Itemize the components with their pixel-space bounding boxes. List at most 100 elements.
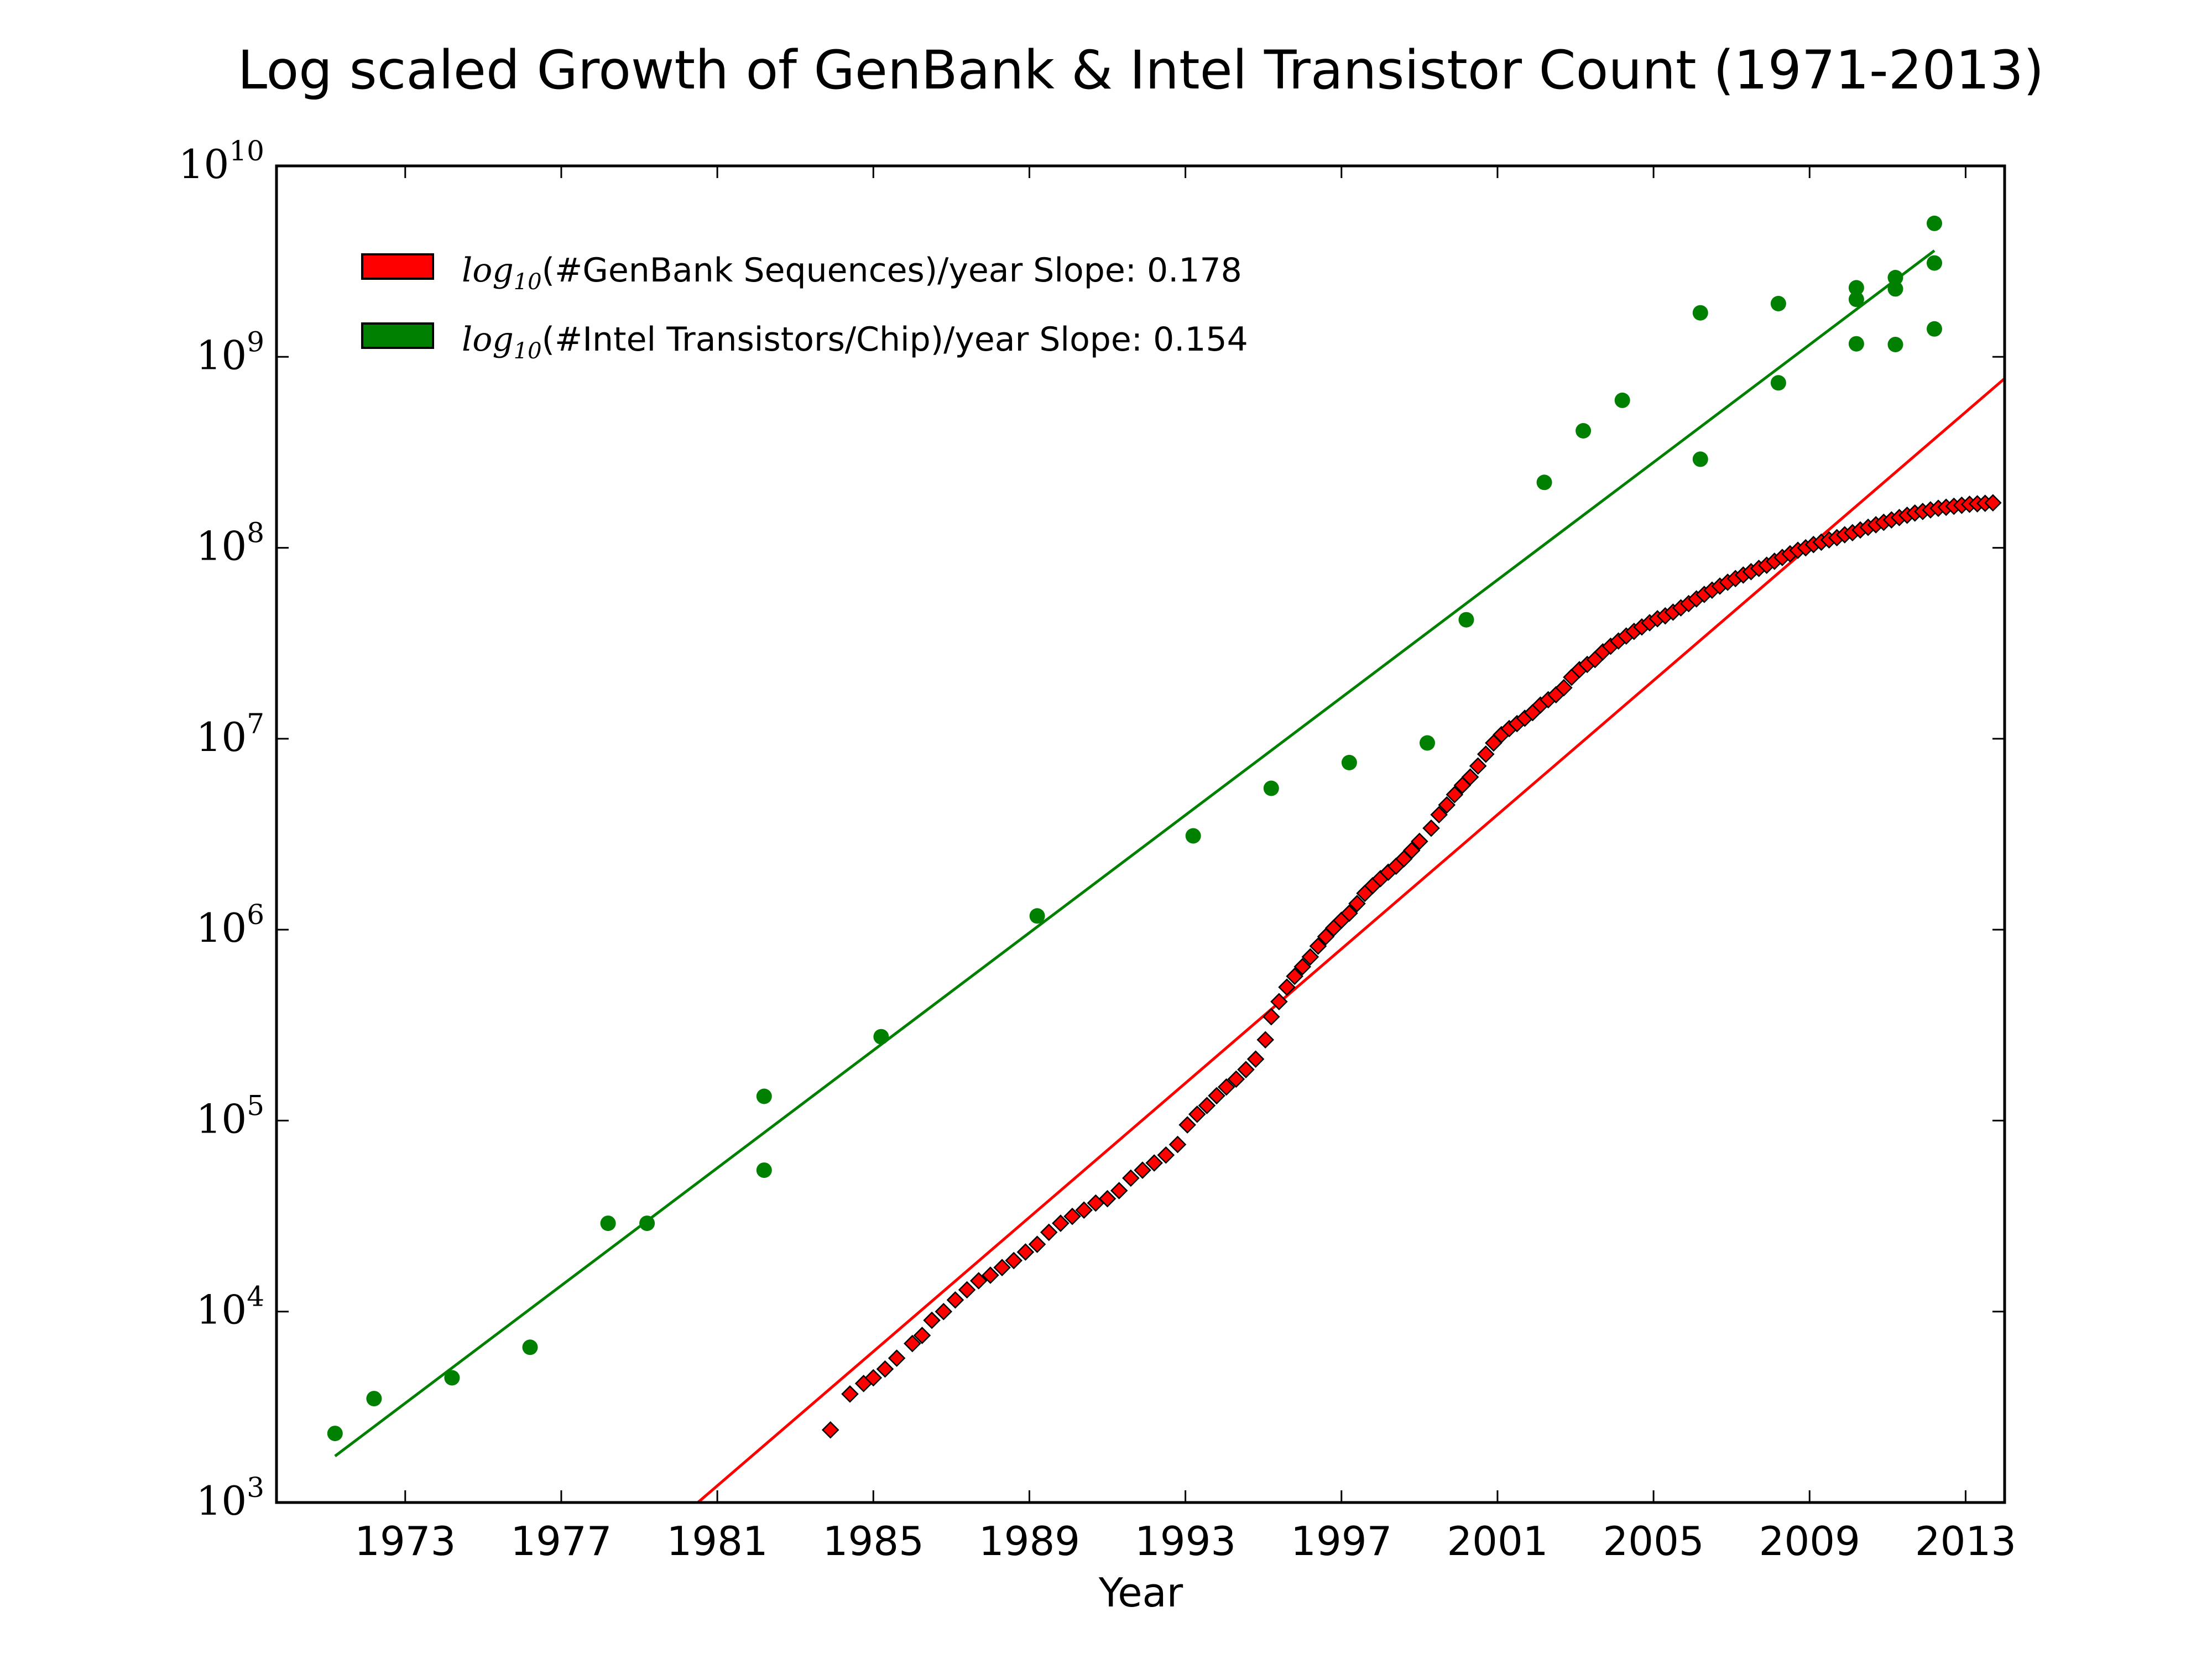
data-point-series-1-17 — [1614, 392, 1630, 408]
data-point-series-1-23 — [1848, 291, 1864, 307]
data-point-series-0-38 — [1256, 1031, 1275, 1049]
data-point-series-0-27 — [1145, 1154, 1163, 1172]
y-tick-label-4: 107 — [196, 708, 264, 760]
data-point-series-0-42 — [1286, 967, 1303, 985]
x-tick-label-3: 1985 — [823, 1518, 924, 1564]
data-point-series-1-0 — [327, 1426, 343, 1442]
data-point-series-1-24 — [1848, 336, 1864, 352]
y-tick-label-3: 106 — [196, 899, 264, 951]
data-point-series-0-5 — [888, 1349, 906, 1367]
data-point-series-1-13 — [1420, 735, 1435, 751]
y-tick-label-0: 103 — [196, 1472, 264, 1524]
data-point-series-0-31 — [1188, 1105, 1206, 1123]
data-point-series-0-39 — [1262, 1008, 1280, 1026]
data-point-series-0-0 — [821, 1421, 839, 1439]
data-point-series-0-58 — [1411, 832, 1428, 851]
data-point-series-1-3 — [522, 1339, 538, 1355]
data-point-series-1-1 — [366, 1391, 382, 1407]
fit-lines — [334, 249, 2005, 1503]
data-point-series-1-12 — [1341, 755, 1357, 770]
data-point-series-0-1 — [841, 1385, 859, 1403]
data-point-series-0-50 — [1348, 895, 1366, 912]
plot-area — [276, 166, 2005, 1503]
data-point-series-0-35 — [1227, 1070, 1245, 1088]
data-point-series-0-34 — [1217, 1078, 1235, 1096]
data-point-series-0-43 — [1293, 958, 1312, 975]
data-point-series-1-4 — [600, 1215, 616, 1232]
fit-line-series-0 — [697, 377, 2005, 1503]
data-point-series-1-27 — [1887, 337, 1903, 352]
data-point-series-0-13 — [982, 1266, 999, 1284]
data-point-series-0-60 — [1430, 806, 1448, 824]
data-point-series-0-62 — [1446, 786, 1464, 804]
data-point-series-0-36 — [1237, 1061, 1255, 1078]
data-point-series-0-44 — [1301, 948, 1319, 966]
data-point-series-0-16 — [1016, 1243, 1035, 1261]
x-tick-label-2: 1981 — [667, 1518, 768, 1564]
data-point-series-0-61 — [1438, 796, 1456, 814]
x-tick-label-7: 2001 — [1447, 1518, 1548, 1564]
data-point-series-0-76 — [1555, 679, 1573, 697]
data-point-series-1-7 — [756, 1162, 772, 1178]
data-point-series-0-49 — [1340, 904, 1358, 922]
data-point-series-1-28 — [1927, 215, 1942, 231]
plot-frame — [275, 164, 2006, 1504]
data-point-series-0-37 — [1246, 1050, 1265, 1068]
data-point-series-1-20 — [1770, 296, 1786, 311]
data-point-series-1-5 — [639, 1215, 655, 1232]
data-points — [327, 215, 2002, 1442]
data-point-series-1-18 — [1692, 305, 1708, 321]
y-tick-label-7: 1010 — [179, 135, 264, 187]
data-point-series-0-33 — [1208, 1087, 1225, 1105]
data-point-series-1-9 — [1029, 908, 1045, 924]
data-point-series-1-19 — [1692, 451, 1708, 467]
data-point-series-0-40 — [1270, 993, 1288, 1010]
data-point-series-0-17 — [1028, 1235, 1046, 1253]
data-point-series-0-20 — [1063, 1207, 1081, 1225]
data-point-series-0-3 — [864, 1369, 883, 1387]
data-point-series-0-9 — [935, 1302, 953, 1321]
data-point-series-0-64 — [1461, 768, 1479, 786]
data-point-series-0-4 — [876, 1360, 894, 1378]
x-tick-label-1: 1977 — [510, 1518, 612, 1564]
y-tick-labels: 103 104 105 106 107 108 109 1010 — [179, 135, 264, 1524]
data-point-series-0-131 — [1984, 494, 2002, 512]
data-point-series-0-14 — [993, 1259, 1011, 1276]
data-point-series-0-26 — [1134, 1161, 1151, 1179]
y-tick-label-2: 105 — [196, 1089, 264, 1142]
data-point-series-0-21 — [1075, 1201, 1093, 1219]
axis-ticks — [276, 165, 2005, 1504]
data-point-series-0-29 — [1168, 1135, 1187, 1154]
x-tick-label-5: 1993 — [1135, 1518, 1236, 1564]
data-point-series-1-6 — [756, 1088, 772, 1104]
data-point-series-1-29 — [1927, 255, 1942, 271]
legend: log10(#GenBank Sequences)/year Slope: 0.… — [361, 251, 1248, 364]
data-point-series-1-16 — [1575, 423, 1592, 439]
data-point-series-1-21 — [1770, 375, 1786, 391]
data-point-series-0-59 — [1422, 819, 1440, 837]
legend-label-0: log10(#GenBank Sequences)/year Slope: 0.… — [462, 251, 1242, 295]
data-point-series-0-41 — [1278, 978, 1296, 996]
data-point-series-0-65 — [1469, 757, 1487, 775]
data-point-series-1-8 — [873, 1029, 889, 1045]
data-point-series-0-19 — [1052, 1214, 1070, 1232]
data-point-series-1-10 — [1185, 828, 1201, 844]
x-tick-label-10: 2013 — [1915, 1518, 2016, 1564]
data-point-series-0-30 — [1178, 1116, 1196, 1134]
data-point-series-1-26 — [1887, 281, 1903, 297]
data-point-series-0-12 — [969, 1272, 988, 1290]
x-axis-label: Year — [1098, 1569, 1183, 1616]
legend-label-1: log10(#Intel Transistors/Chip)/year Slop… — [462, 320, 1248, 364]
data-point-series-1-25 — [1887, 270, 1903, 285]
x-tick-label-6: 1997 — [1291, 1518, 1392, 1564]
data-point-series-0-15 — [1005, 1251, 1023, 1270]
data-point-series-1-30 — [1927, 321, 1942, 337]
y-tick-label-5: 108 — [196, 517, 264, 570]
y-tick-label-1: 104 — [196, 1281, 264, 1333]
data-point-series-0-66 — [1477, 745, 1495, 763]
fit-line-series-1 — [334, 249, 1936, 1458]
data-point-series-1-2 — [444, 1370, 460, 1386]
data-point-series-0-11 — [958, 1281, 976, 1299]
x-tick-label-8: 2005 — [1603, 1518, 1704, 1564]
data-point-series-0-7 — [913, 1327, 931, 1344]
